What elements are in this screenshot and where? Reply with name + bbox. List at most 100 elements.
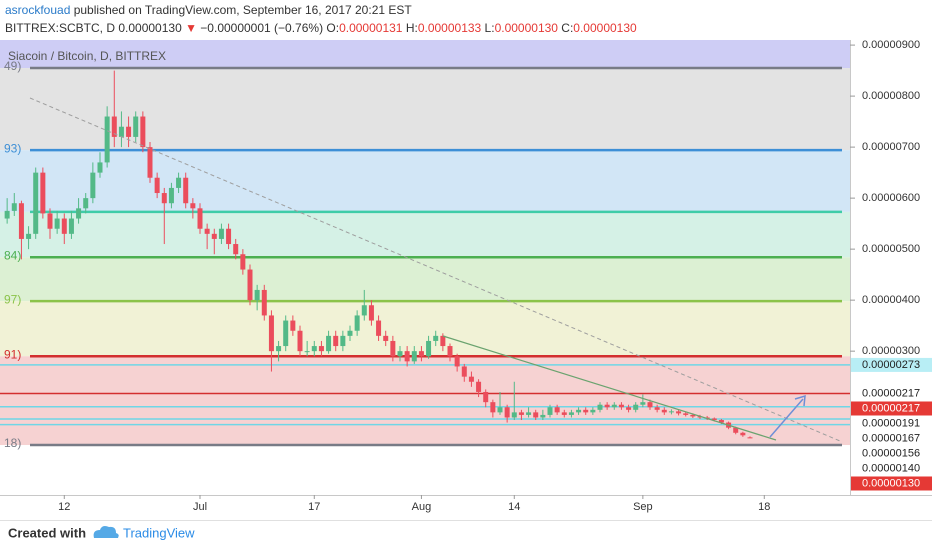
candle-body <box>240 254 246 270</box>
candle-body <box>561 412 567 415</box>
candle-body <box>226 228 232 245</box>
candle-body <box>368 305 374 321</box>
candle-body <box>26 233 32 239</box>
x-tick-label: Jul <box>193 501 207 513</box>
candle-body <box>540 414 546 418</box>
candle-body <box>176 177 182 188</box>
price-label-box <box>851 446 932 461</box>
candle-body <box>633 404 639 410</box>
x-tick-label: 17 <box>308 501 320 513</box>
candle-body <box>233 244 239 255</box>
candle-body <box>533 412 539 418</box>
candle-body <box>597 404 603 410</box>
fib-band <box>0 301 850 357</box>
footer-created: Created with <box>8 525 86 540</box>
x-tick-label: 14 <box>508 501 520 513</box>
candle-body <box>318 346 324 352</box>
candle-body <box>718 420 724 423</box>
candle-body <box>4 210 10 219</box>
candle-body <box>268 315 274 352</box>
candle-body <box>326 335 332 352</box>
candle-body <box>604 404 610 408</box>
candle-body <box>497 407 503 413</box>
candle-body <box>433 335 439 341</box>
price-label-box <box>851 386 932 401</box>
candle-body <box>390 340 396 357</box>
candle-body <box>590 409 596 413</box>
candle-body <box>76 208 82 219</box>
header-segment: published on TradingView.com, September … <box>70 3 412 17</box>
price-label: 0.00000273 <box>862 359 920 371</box>
candle-body <box>554 407 560 413</box>
candle-body <box>297 330 303 352</box>
price-label: 0.00000217 <box>862 387 920 399</box>
candle-body <box>468 376 474 382</box>
candle-body <box>454 356 460 367</box>
candle-body <box>11 203 17 211</box>
trend-line <box>442 335 777 441</box>
candle-body <box>504 407 510 418</box>
candle-body <box>354 315 360 331</box>
y-tick-label: 0.00000700 <box>862 141 920 153</box>
x-tick-label: Aug <box>412 501 432 513</box>
candle-body <box>376 320 382 336</box>
candle-body <box>147 147 153 178</box>
candle-body <box>511 412 517 418</box>
fib-label: 84) <box>4 248 21 262</box>
candle-body <box>283 320 289 347</box>
price-label: 0.00000191 <box>862 417 920 429</box>
candle-body <box>133 116 139 137</box>
candle-body <box>18 203 24 239</box>
candle-body <box>247 269 253 301</box>
candle-body <box>418 351 424 357</box>
header-segment: 0.00000130 <box>573 21 637 35</box>
price-label-box <box>851 476 932 491</box>
candle-body <box>40 172 46 214</box>
candle-body <box>583 409 589 413</box>
y-tick-label: 0.00000500 <box>862 243 920 255</box>
candle-body <box>740 432 746 436</box>
candle-body <box>383 335 389 341</box>
footer-brand: TradingView <box>123 525 195 540</box>
candle-body <box>733 427 739 433</box>
price-label: 0.00000217 <box>862 402 920 414</box>
candle-body <box>68 218 74 234</box>
candle-body <box>611 404 617 408</box>
candle-body <box>711 418 717 421</box>
candle-body <box>140 116 146 148</box>
candle-body <box>111 116 117 137</box>
candle-body <box>197 208 203 229</box>
time-axis <box>0 495 932 520</box>
candle-body <box>683 413 689 415</box>
candle-body <box>47 213 53 229</box>
candle-body <box>218 228 224 239</box>
header-segment: ▼ <box>185 21 200 35</box>
arrow <box>769 398 804 438</box>
candle-body <box>61 218 67 234</box>
candle-body <box>404 351 410 362</box>
header-segment: 0.00000130 <box>495 21 562 35</box>
fib-label: 91) <box>4 347 21 361</box>
candle-body <box>626 407 632 410</box>
logo <box>93 526 119 538</box>
x-tick-label: 12 <box>58 501 70 513</box>
fib-label: 49) <box>4 59 21 73</box>
candle-body <box>490 402 496 413</box>
candle-body <box>90 172 96 199</box>
candle-body <box>476 381 482 392</box>
candle-body <box>168 187 174 204</box>
price-label: 0.00000140 <box>862 462 920 474</box>
y-tick-label: 0.00000900 <box>862 39 920 51</box>
candle-body <box>397 351 403 357</box>
y-tick-label: 0.00000400 <box>862 294 920 306</box>
price-label-box <box>851 416 932 431</box>
candle-body <box>304 351 310 353</box>
candle-body <box>411 351 417 362</box>
candle-body <box>204 228 210 234</box>
candle-body <box>361 305 367 316</box>
candle-body <box>347 330 353 336</box>
candle-body <box>447 346 453 357</box>
candle-body <box>83 198 89 209</box>
price-label-box <box>851 431 932 446</box>
